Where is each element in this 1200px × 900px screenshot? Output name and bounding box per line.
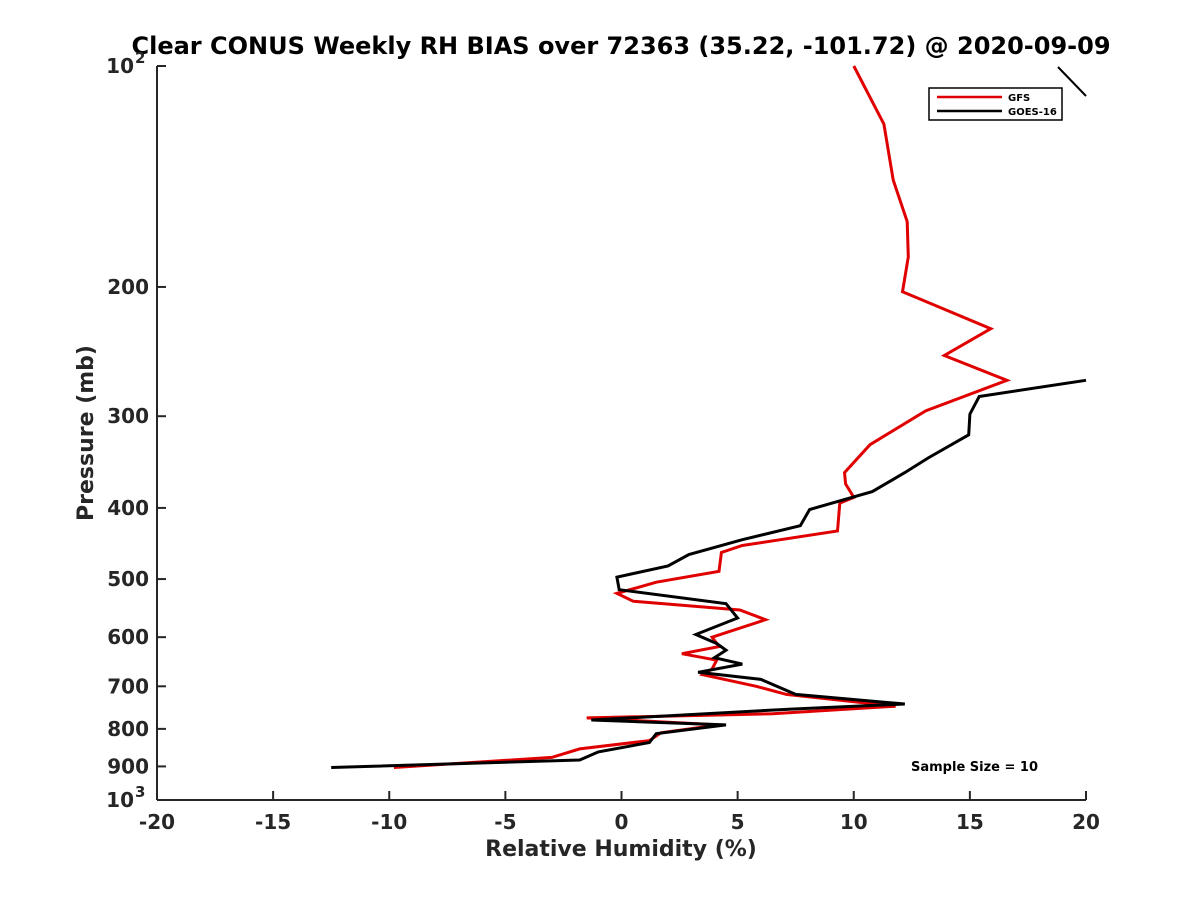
y-tick-label: 900 bbox=[107, 754, 149, 778]
corner-mark bbox=[1057, 66, 1087, 97]
sample-size-annotation: Sample Size = 10 bbox=[911, 760, 1038, 775]
axes-layer bbox=[156, 66, 1087, 801]
x-tick-label: 15 bbox=[956, 810, 984, 834]
y-tick-exponent: 2 bbox=[135, 49, 145, 67]
series-line-goes16 bbox=[331, 378, 1087, 769]
plot-area bbox=[157, 66, 1086, 800]
x-tick-label: -5 bbox=[494, 810, 516, 834]
x-tick-label: 5 bbox=[731, 810, 745, 834]
legend-box bbox=[928, 87, 1063, 121]
x-tick-label: -15 bbox=[255, 810, 291, 834]
y-tick-label: 200 bbox=[107, 275, 149, 299]
x-axis-title: Relative Humidity (%) bbox=[485, 837, 757, 862]
y-tick-label: 800 bbox=[107, 717, 149, 741]
x-tick-label: -20 bbox=[139, 810, 175, 834]
x-tick-label: -10 bbox=[371, 810, 407, 834]
x-tick-label: 20 bbox=[1072, 810, 1100, 834]
y-tick-label: 10 bbox=[106, 788, 134, 812]
y-tick-exponent: 3 bbox=[135, 783, 145, 801]
chart-title: Clear CONUS Weekly RH BIAS over 72363 (3… bbox=[131, 32, 1110, 60]
y-tick-label: 300 bbox=[107, 404, 149, 428]
y-axis-title: Pressure (mb) bbox=[74, 345, 99, 521]
legend-label-goes16: GOES-16 bbox=[1008, 107, 1057, 118]
y-tick-label: 600 bbox=[107, 625, 149, 649]
y-tick-label: 400 bbox=[107, 496, 149, 520]
legend: GFS GOES-16 bbox=[928, 87, 1063, 121]
x-tick-label: 0 bbox=[615, 810, 629, 834]
series-line-gfs bbox=[393, 65, 1012, 769]
y-tick-label: 500 bbox=[107, 567, 149, 591]
x-tick-label: 10 bbox=[840, 810, 868, 834]
y-tick-label: 700 bbox=[107, 674, 149, 698]
legend-label-gfs: GFS bbox=[1008, 93, 1030, 104]
y-tick-label: 10 bbox=[106, 54, 134, 78]
series-layer bbox=[331, 65, 1087, 769]
